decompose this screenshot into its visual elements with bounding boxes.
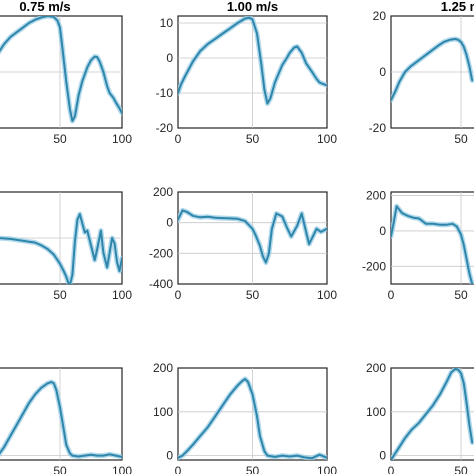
x-tick-label: 50	[53, 132, 67, 146]
y-tick-label: 0	[166, 449, 173, 463]
x-tick-label: 100	[317, 288, 337, 302]
x-tick-label: 0	[388, 288, 395, 302]
x-tick-label: 50	[246, 132, 260, 146]
x-tick-label: 50	[246, 464, 260, 474]
series-line	[178, 209, 327, 264]
y-tick-label: -20	[369, 121, 387, 135]
y-tick-label: -20	[156, 121, 174, 135]
x-tick-label: 50	[53, 288, 67, 302]
y-tick-label: -400	[149, 277, 173, 291]
x-tick-label: 100	[112, 132, 132, 146]
y-tick-label: 100	[366, 405, 386, 419]
subplot-r1-c1: 0 50 100 200 0 -200 -400	[149, 185, 337, 302]
subplot-r2-c1: 0501002001000Gait cycle [%]	[153, 361, 337, 474]
subplot-r1-c0: 50 100	[0, 191, 132, 302]
y-tick-label: 0	[379, 449, 386, 463]
y-tick-label: 0	[166, 51, 173, 65]
y-tick-label: -10	[156, 86, 174, 100]
series-line	[391, 205, 474, 284]
x-tick-label: 100	[112, 288, 132, 302]
y-tick-label: 200	[153, 185, 173, 199]
x-tick-label: 50	[454, 132, 468, 146]
y-tick-label: -200	[149, 246, 173, 260]
subplot-r0-c2: 50 20 0 -20 1.25 m	[369, 0, 474, 146]
column-title: 1.25 m	[441, 0, 474, 14]
x-tick-label: 100	[317, 132, 337, 146]
y-tick-label: 0	[379, 65, 386, 79]
column-title: 0.75 m/s	[19, 0, 70, 14]
x-tick-label: 0	[175, 132, 182, 146]
series-line	[391, 368, 474, 460]
y-tick-label: 200	[366, 189, 386, 203]
y-tick-label: 100	[153, 405, 173, 419]
y-tick-label: 200	[153, 361, 173, 375]
y-tick-label: 0	[166, 216, 173, 230]
x-tick-label: 100	[317, 464, 337, 474]
x-tick-label: 50	[454, 464, 468, 474]
series-line	[0, 381, 122, 458]
subplot-r2-c0: 50100Gait cycle [%]	[0, 367, 132, 474]
series-line	[391, 38, 474, 101]
series-line	[178, 16, 327, 105]
x-tick-label: 0	[175, 288, 182, 302]
y-tick-label: 10	[160, 16, 174, 30]
x-tick-label: 50	[246, 288, 260, 302]
y-tick-label: 200	[366, 361, 386, 375]
subplot-r2-c2: 0502001000Gait cyc	[366, 361, 474, 474]
subplot-r0-c0: 50 100 0.75 m/s	[0, 0, 132, 146]
y-tick-label: -200	[362, 259, 386, 273]
x-tick-label: 50	[53, 464, 67, 474]
x-tick-label: 0	[388, 464, 395, 474]
series-line	[0, 213, 122, 284]
column-title: 1.00 m/s	[227, 0, 278, 14]
x-tick-label: 100	[112, 464, 132, 474]
x-tick-label: 50	[454, 288, 468, 302]
x-tick-label: 0	[175, 464, 182, 474]
y-tick-label: 20	[373, 9, 387, 23]
subplot-r1-c2: 0 50 200 0 -200	[362, 189, 474, 302]
y-tick-label: 0	[379, 224, 386, 238]
axes-frame	[390, 367, 474, 461]
series-line	[0, 16, 122, 122]
series-line	[178, 378, 327, 460]
